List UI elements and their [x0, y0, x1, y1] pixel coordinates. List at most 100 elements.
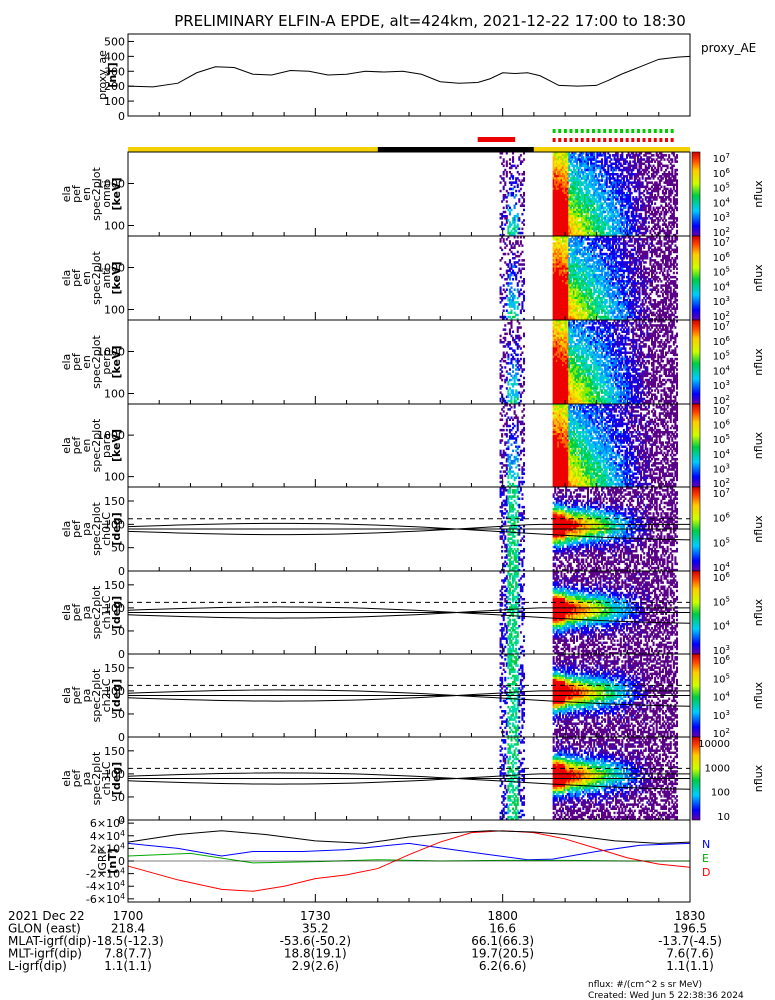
heatmap-cell: [675, 208, 679, 212]
heatmap-cell: [561, 202, 565, 205]
heatmap-cell: [596, 233, 599, 237]
heatmap-cell: [585, 225, 588, 228]
heatmap-cell: [588, 168, 591, 172]
heatmap-cell: [563, 170, 566, 174]
heatmap-cell: [590, 168, 593, 172]
heatmap-cell: [513, 233, 516, 237]
heatmap-cell: [574, 183, 577, 186]
heatmap-cell: [563, 158, 566, 161]
heatmap-cell: [582, 194, 585, 197]
red-dot: [580, 138, 584, 142]
heatmap-cell: [586, 175, 590, 178]
heatmap-cell: [555, 219, 558, 222]
heatmap-cell: [552, 200, 555, 203]
heatmap-cell: [657, 170, 660, 174]
heatmap-cell: [566, 170, 569, 174]
green-dot: [614, 129, 618, 133]
heatmap-cell: [574, 158, 577, 161]
heatmap-cell: [563, 160, 566, 163]
heatmap-cell: [558, 194, 561, 197]
heatmap-cell: [580, 189, 583, 193]
heatmap-cell: [588, 158, 591, 161]
heatmap-cell: [571, 215, 574, 218]
heatmap-cell: [574, 160, 577, 163]
heatmap-cell: [580, 215, 583, 218]
panel-en-anti: elapefenspec2plotanti[keV]10010001021031…: [60, 235, 765, 323]
heatmap-cell: [554, 154, 557, 157]
heatmap-cell: [558, 217, 561, 220]
heatmap-cell: [586, 229, 590, 233]
heatmap-cell: [507, 194, 510, 197]
heatmap-cell: [501, 227, 504, 231]
heatmap-cell: [577, 154, 580, 157]
y-tick-label: 500: [104, 35, 125, 48]
heatmap-cell: [586, 173, 590, 176]
heatmap-cell: [582, 196, 585, 199]
heatmap-cell: [519, 154, 522, 157]
heatmap-cell: [572, 175, 575, 178]
heatmap-cell: [566, 175, 569, 178]
heatmap-cell: [552, 175, 555, 178]
heatmap-cell: [590, 223, 593, 226]
heatmap-cell: [644, 301, 647, 304]
heatmap-cell: [555, 168, 558, 172]
colorbar-label: nflux: [752, 180, 765, 208]
heatmap-cell: [554, 179, 557, 182]
heatmap-cell: [508, 231, 511, 235]
heatmap-cell: [571, 156, 574, 159]
heatmap-cell: [569, 227, 572, 231]
heatmap-cell: [591, 158, 594, 161]
heatmap-cell: [510, 231, 513, 235]
heatmap-cell: [576, 208, 579, 212]
heatmap-cell: [580, 177, 583, 180]
heatmap-cell: [590, 162, 593, 165]
heatmap-cell: [554, 187, 557, 191]
heatmap-cell: [563, 166, 566, 170]
heatmap-cell: [576, 179, 579, 182]
heatmap-cell: [586, 204, 590, 207]
heatmap-cell: [560, 183, 563, 186]
heatmap-cell: [499, 175, 502, 178]
heatmap-cell: [582, 242, 585, 245]
heatmap-cell: [561, 183, 565, 186]
heatmap-cell: [522, 267, 526, 270]
heatmap-cell: [591, 154, 594, 157]
heatmap-cell: [552, 219, 555, 222]
heatmap-cell: [518, 173, 521, 176]
heatmap-cell: [571, 183, 574, 186]
heatmap-cell: [568, 156, 571, 159]
heatmap-cell: [518, 280, 521, 283]
heatmap-cell: [561, 158, 565, 161]
heatmap-cell: [590, 181, 593, 184]
heatmap-cell: [565, 227, 568, 231]
heatmap-cell: [579, 198, 582, 201]
heatmap-cell: [591, 168, 594, 172]
heatmap-cell: [507, 219, 510, 222]
heatmap-cell: [501, 212, 504, 216]
red-dot: [558, 138, 562, 142]
heatmap-cell: [501, 223, 504, 226]
heatmap-cell: [522, 208, 526, 212]
heatmap-cell: [582, 156, 585, 159]
heatmap-cell: [565, 156, 568, 159]
heatmap-cell: [586, 227, 590, 231]
heatmap-cell: [505, 164, 508, 168]
heatmap-cell: [518, 179, 521, 182]
heatmap-cell: [565, 185, 568, 189]
heatmap-cell: [572, 229, 575, 233]
heatmap-cell: [552, 187, 555, 191]
heatmap-cell: [560, 219, 563, 222]
heatmap-cell: [519, 271, 522, 275]
heatmap-cell: [555, 156, 558, 159]
heatmap-cell: [586, 210, 590, 214]
heatmap-cell: [512, 175, 515, 178]
heatmap-cell: [566, 231, 569, 235]
heatmap-cell: [560, 175, 563, 178]
heatmap-cell: [558, 215, 561, 218]
heatmap-cell: [522, 158, 526, 161]
heatmap-cell: [505, 219, 508, 222]
heatmap-cell: [586, 158, 590, 161]
heatmap-cell: [580, 229, 583, 233]
heatmap-cell: [572, 191, 575, 195]
heatmap-cell: [552, 217, 555, 220]
